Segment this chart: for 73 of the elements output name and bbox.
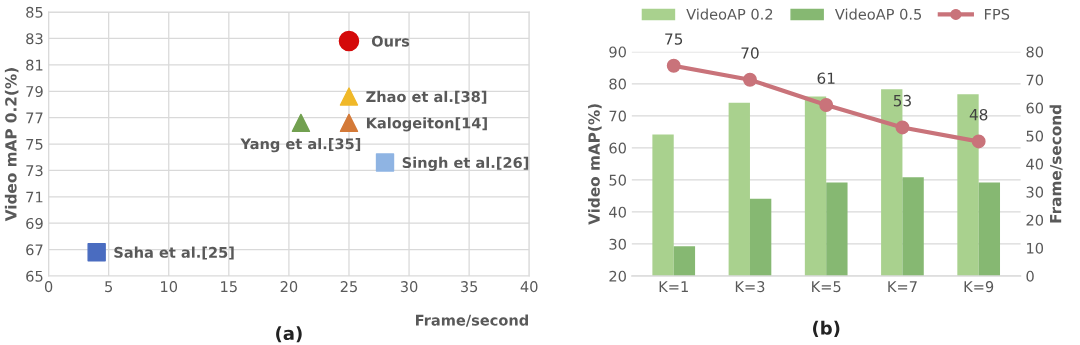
y-tick-label: 81	[26, 59, 43, 71]
y2-tick-label: 50	[1026, 130, 1044, 142]
x-axis-title: Frame/second	[416, 314, 528, 327]
data-label: 70	[741, 47, 759, 59]
y-tick-label: 69	[26, 217, 43, 229]
y2-tick-label: 40	[1026, 158, 1044, 170]
x-tick-label: 15	[221, 281, 237, 293]
y2-tick-label: 60	[1026, 102, 1044, 114]
x-tick-label: 10	[161, 281, 178, 293]
y-tick-label: 83	[26, 33, 43, 45]
x-tick-label: 40	[520, 281, 538, 293]
y-tick-label: 90	[609, 46, 626, 58]
y2-tick-label: 70	[1026, 74, 1044, 86]
y2-tick-label: 20	[1026, 214, 1044, 226]
data-label: 75	[665, 33, 683, 45]
y-tick-label: 73	[26, 165, 43, 177]
y2-tick-label: 10	[1027, 242, 1044, 254]
y-axis-title: Video mAP 0.2(%)	[4, 68, 19, 222]
y-tick-label: 65	[26, 270, 43, 282]
point	[87, 243, 106, 262]
text: (a)	[276, 326, 302, 343]
legend-label: VideoAP 0.5	[834, 8, 922, 20]
point	[338, 30, 360, 52]
y-axis-title: Video mAP(%)	[588, 104, 602, 225]
y-tick-label: 79	[26, 85, 43, 97]
y-tick-label: 75	[26, 138, 43, 150]
y-tick-label: 77	[26, 112, 43, 124]
point	[895, 120, 910, 135]
point	[375, 153, 395, 172]
x-tick-label: 25	[340, 281, 357, 293]
y-tick-label: 85	[26, 6, 43, 18]
text: (b)	[813, 320, 840, 337]
x-tick-label: 20	[280, 281, 298, 293]
point	[339, 87, 359, 106]
x-tick-label: 30	[400, 281, 418, 293]
point	[819, 98, 834, 112]
y2-tick-label: 80	[1026, 46, 1044, 58]
point	[291, 113, 311, 133]
legend-label: FPS	[984, 8, 1010, 20]
y-tick-label: 71	[26, 191, 43, 203]
data-label: 61	[817, 72, 835, 84]
y-tick-label: 70	[609, 110, 626, 122]
legend-label: VideoAP 0.2	[686, 8, 773, 20]
series-label: Zhao et al.[38]	[366, 90, 487, 104]
y2-axis-title: Frame/second	[1049, 105, 1063, 223]
y-tick-label: 67	[26, 244, 43, 256]
series-label: Ours	[371, 35, 410, 47]
data-label: 53	[893, 94, 911, 107]
x-tick-label: 0	[44, 281, 53, 293]
x-tick-label: 35	[460, 281, 478, 293]
x-tick-label: K=1	[659, 281, 688, 292]
y-tick-label: 60	[609, 142, 626, 154]
series-label: Kalogeiton[14]	[366, 117, 487, 132]
point	[743, 72, 757, 87]
series-label: Saha et al.[25]	[114, 246, 234, 260]
y-tick-label: 20	[609, 270, 626, 282]
y2-tick-label: 0	[1026, 270, 1034, 282]
y-tick-label: 80	[609, 78, 626, 90]
x-tick-label: 5	[105, 281, 113, 293]
data-label: 48	[969, 108, 988, 121]
y-tick-label: 50	[609, 174, 626, 186]
point	[339, 113, 359, 133]
x-tick-label: K=5	[812, 281, 841, 293]
series-label: Singh et al.[26]	[402, 156, 529, 172]
x-tick-label: K=9	[964, 281, 994, 293]
y-tick-label: 30	[609, 238, 626, 250]
y2-tick-label: 30	[1026, 186, 1044, 198]
x-tick-label: K=7	[888, 281, 917, 292]
series-label: Yang et al.[35]	[240, 138, 361, 153]
x-tick-label: K=3	[735, 281, 765, 293]
point	[666, 58, 681, 73]
point	[971, 134, 986, 149]
y-tick-label: 40	[609, 206, 626, 218]
